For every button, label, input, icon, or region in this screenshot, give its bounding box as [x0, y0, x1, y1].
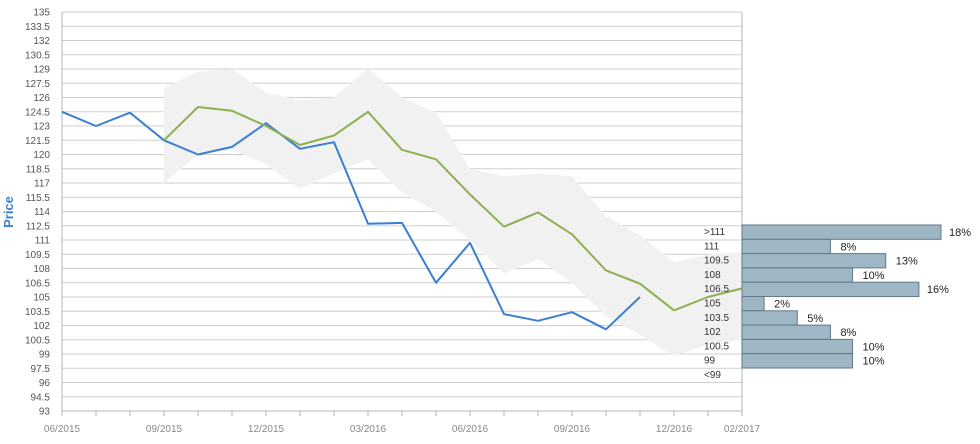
- axes: [61, 12, 743, 416]
- y-tick-label: 135: [33, 8, 50, 19]
- y-tick-label: 94.5: [31, 392, 51, 403]
- histogram-percent-label: 5%: [807, 313, 823, 325]
- histogram-bin-label: 99: [704, 356, 716, 367]
- forecast-range-band: [164, 69, 742, 356]
- y-tick-label: 126: [33, 93, 50, 104]
- histogram-percent-label: 13%: [896, 256, 918, 268]
- price-line: [61, 110, 641, 331]
- y-tick-label: 129: [33, 65, 50, 76]
- y-tick-label: 127.5: [25, 79, 50, 90]
- histogram-bin-label: 105: [704, 299, 721, 310]
- histogram-percent-label: 10%: [863, 341, 885, 353]
- y-tick-label: 106.5: [25, 278, 50, 289]
- histogram-percent-label: 8%: [840, 241, 856, 253]
- histogram-percent-label: 10%: [863, 356, 885, 368]
- x-tick-label: 06/2015: [44, 424, 81, 435]
- y-tick-label: 99: [39, 350, 51, 361]
- y-tick-label: 100.5: [25, 335, 50, 346]
- histogram-bar: [741, 281, 920, 298]
- histogram-bin-label: 103.5: [704, 313, 729, 324]
- y-tick-label: 114: [34, 207, 50, 218]
- histogram-bin-label: 108: [704, 270, 721, 281]
- x-tick-label: 06/2016: [452, 424, 489, 435]
- y-tick-label: 105: [33, 293, 50, 304]
- y-tick-label: 123: [33, 122, 50, 133]
- y-tick-label: 117: [34, 179, 50, 190]
- x-tick-label: 09/2015: [146, 424, 183, 435]
- histogram-percent-label: 10%: [863, 270, 885, 282]
- y-tick-label: 109.5: [25, 250, 50, 261]
- y-tick-label: 111: [35, 236, 51, 247]
- histogram-bar: [741, 267, 854, 283]
- y-tick-label: 108: [33, 264, 50, 275]
- histogram-bar: [741, 296, 765, 312]
- y-axis-title: Price: [1, 196, 16, 228]
- series-lines: [61, 106, 743, 331]
- histogram-bar: [741, 253, 887, 269]
- histogram-bar: [741, 353, 854, 369]
- y-tick-label: 102: [33, 321, 50, 332]
- histogram-bar: [741, 310, 798, 326]
- histogram-bin-label: 102: [704, 327, 721, 338]
- histogram-percent-label: 2%: [774, 299, 790, 311]
- y-tick-label: 97.5: [31, 364, 51, 375]
- x-tick-label: 02/2017: [724, 424, 761, 435]
- confidence-band: [164, 69, 742, 356]
- histogram-bar: [741, 224, 942, 240]
- axis-labels: 135 133.5 132 130.5 129 127.5 126 124.5 123 121.5…: [25, 8, 761, 436]
- y-tick-label: 112.5: [26, 221, 51, 232]
- histogram-percent-label: 16%: [927, 284, 949, 296]
- histogram-bin-label: 100.5: [704, 341, 729, 352]
- y-tick-label: 124.5: [25, 107, 50, 118]
- histogram-bin-label: 109.5: [704, 256, 729, 267]
- histogram-percent-label: 8%: [840, 327, 856, 339]
- y-tick-label: 120: [33, 150, 50, 161]
- x-tick-label: 09/2016: [554, 424, 591, 435]
- y-tick-label: 132: [33, 36, 50, 47]
- histogram-bin-label: >111: [704, 227, 725, 238]
- histogram-bar: [741, 338, 854, 355]
- x-tick-label: 12/2016: [656, 424, 693, 435]
- histogram-bin-label: <99: [704, 370, 721, 381]
- y-tick-label: 118.5: [26, 164, 51, 175]
- y-tick-label: 115.5: [26, 193, 51, 204]
- histogram-bar: [741, 324, 831, 340]
- y-tick-label: 130.5: [25, 50, 50, 61]
- forecast-line: [163, 106, 743, 312]
- distribution-histogram: >111 18% 111 8% 109.5 13% 108 10% 106.5 16% 105 2% 1…: [704, 224, 971, 381]
- histogram-percent-label: 18%: [949, 227, 971, 239]
- y-tick-label: 93: [39, 407, 51, 418]
- x-tick-label: 12/2015: [248, 424, 285, 435]
- y-tick-label: 121.5: [25, 136, 50, 147]
- histogram-bar: [741, 238, 831, 255]
- histogram-bin-label: 111: [704, 241, 720, 252]
- y-tick-label: 103.5: [25, 307, 50, 318]
- x-tick-label: 03/2016: [350, 424, 387, 435]
- y-tick-label: 133.5: [25, 22, 50, 33]
- histogram-bin-label: 106.5: [704, 284, 729, 295]
- y-tick-label: 96: [39, 378, 51, 389]
- gridlines: [62, 11, 742, 412]
